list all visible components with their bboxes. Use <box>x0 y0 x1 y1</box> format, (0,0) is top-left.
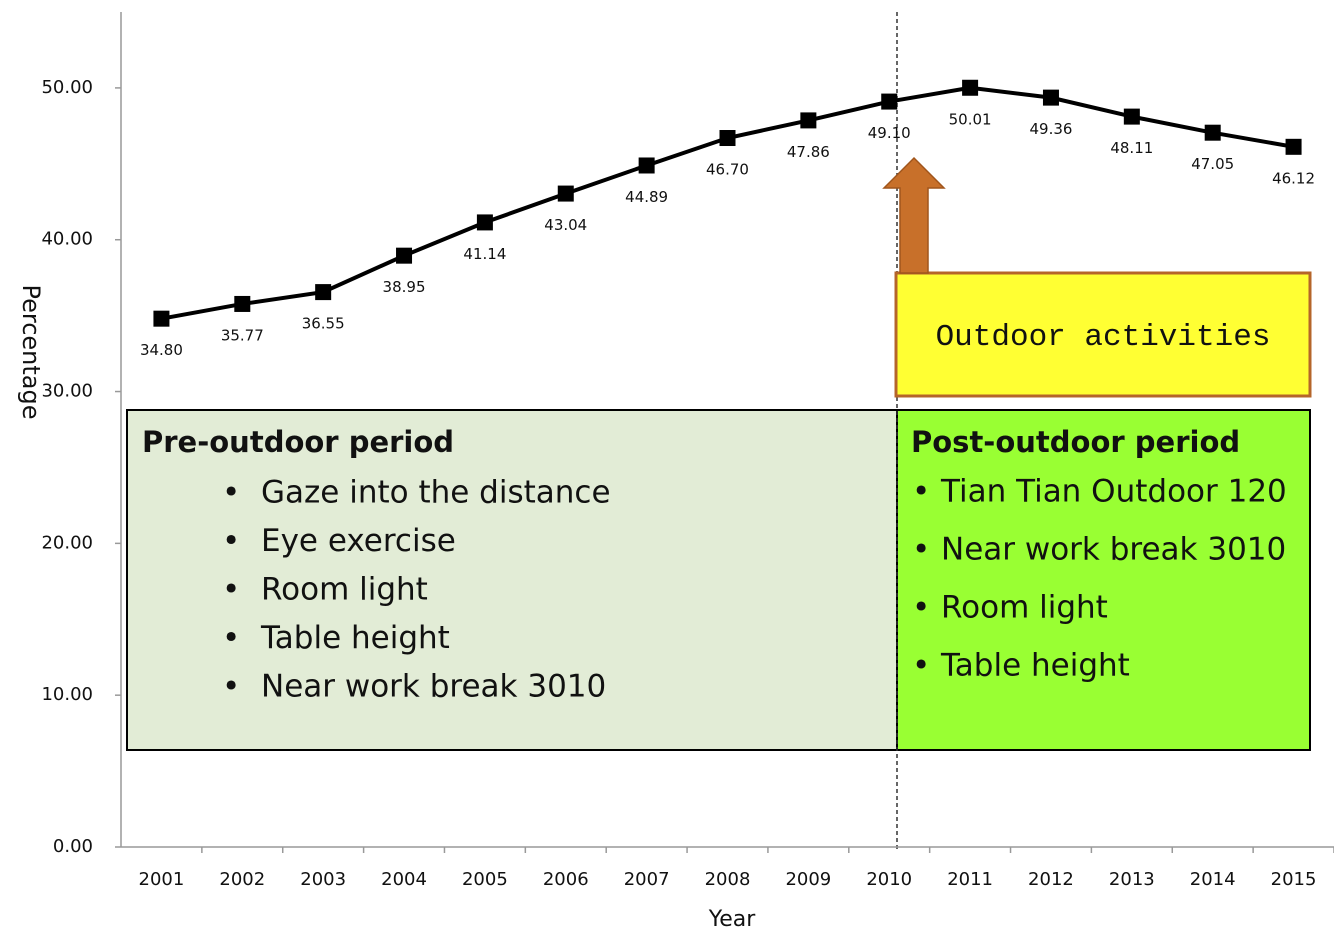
marker <box>719 130 736 147</box>
value-label: 47.86 <box>787 143 830 161</box>
marker <box>153 310 170 327</box>
post-item: Tian Tian Outdoor 120 <box>940 474 1287 510</box>
marker <box>1285 138 1302 155</box>
bullet: • <box>222 475 240 511</box>
marker <box>557 185 574 202</box>
x-tick-label: 2007 <box>624 869 670 890</box>
marker <box>1204 124 1221 141</box>
x-tick-label: 2008 <box>705 869 751 890</box>
x-tick-label: 2013 <box>1109 869 1155 890</box>
x-tick-label: 2011 <box>947 869 993 890</box>
bullet: • <box>912 474 930 510</box>
marker <box>1042 89 1059 106</box>
bullet: • <box>222 572 240 608</box>
x-tick-label: 2014 <box>1190 869 1236 890</box>
post-item: Near work break 3010 <box>941 532 1286 568</box>
value-label: 46.70 <box>706 161 749 179</box>
bullet: • <box>222 523 240 559</box>
x-tick-label: 2006 <box>543 869 589 890</box>
value-label: 50.01 <box>949 110 992 128</box>
x-tick-label: 2012 <box>1028 869 1074 890</box>
pre-period-box <box>126 409 898 751</box>
post-period-box <box>896 409 1311 751</box>
pre-item: Room light <box>261 572 428 608</box>
x-tick-label: 2002 <box>219 869 265 890</box>
callout-box <box>894 271 1312 398</box>
y-axis-label: Percentage <box>17 284 45 419</box>
marker <box>962 79 979 96</box>
value-label: 49.36 <box>1029 120 1072 138</box>
x-tick-label: 2001 <box>139 869 185 890</box>
x-tick-label: 2015 <box>1271 869 1317 890</box>
marker <box>800 112 817 129</box>
x-tick-label: 2004 <box>381 869 427 890</box>
pre-item: Gaze into the distance <box>261 475 611 511</box>
bullet: • <box>912 532 930 568</box>
value-label: 44.89 <box>625 188 668 206</box>
pre-title: Pre-outdoor period <box>142 425 454 459</box>
y-tick-label: 20.00 <box>41 532 93 553</box>
value-label: 49.10 <box>868 124 911 142</box>
value-label: 38.95 <box>383 278 426 296</box>
value-label: 41.14 <box>463 245 506 263</box>
post-item: Room light <box>941 590 1108 626</box>
marker <box>234 295 251 312</box>
pre-item: Table height <box>260 620 450 656</box>
y-tick-label: 30.00 <box>41 381 93 402</box>
value-label: 35.77 <box>221 326 264 344</box>
y-tick-label: 40.00 <box>41 229 93 250</box>
x-tick-label: 2010 <box>866 869 912 890</box>
marker <box>638 157 655 174</box>
y-tick-label: 50.00 <box>41 77 93 98</box>
value-label: 47.05 <box>1191 155 1234 173</box>
bullet: • <box>222 620 240 656</box>
bullet: • <box>912 590 930 626</box>
bullet: • <box>222 669 240 705</box>
callout: Outdoor activities <box>936 320 1271 355</box>
x-tick-label: 2009 <box>785 869 831 890</box>
marker <box>315 284 332 301</box>
post-title: Post-outdoor period <box>911 425 1240 459</box>
arrow <box>882 156 946 274</box>
marker <box>396 247 413 264</box>
x-tick-label: 2005 <box>462 869 508 890</box>
bullet: • <box>912 648 930 684</box>
x-axis-label: Year <box>708 907 757 932</box>
marker <box>476 214 493 231</box>
value-label: 46.12 <box>1272 169 1315 187</box>
marker <box>881 93 898 110</box>
y-tick-label: 0.00 <box>53 836 93 857</box>
x-tick-label: 2003 <box>300 869 346 890</box>
value-label: 43.04 <box>544 216 587 234</box>
y-tick-label: 10.00 <box>41 684 93 705</box>
pre-item: Near work break 3010 <box>261 669 606 705</box>
marker <box>1123 108 1140 125</box>
post-item: Table height <box>940 648 1130 684</box>
value-label: 48.11 <box>1110 139 1153 157</box>
value-label: 36.55 <box>302 315 345 333</box>
pre-item: Eye exercise <box>261 523 456 559</box>
value-label: 34.80 <box>140 341 183 359</box>
